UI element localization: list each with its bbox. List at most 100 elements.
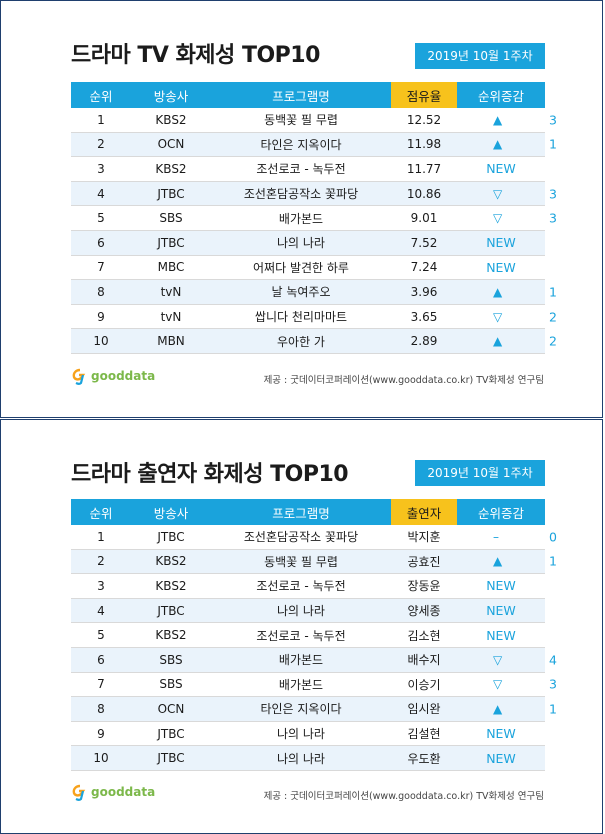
source-credit: 제공 : 굿데이터코퍼레이션(www.gooddata.co.kr) TV화제성… bbox=[263, 375, 544, 386]
rank-change-cell: ▽ 4 bbox=[457, 647, 557, 673]
share-cell: 7.24 bbox=[391, 255, 457, 281]
program-cell: 타인은 지옥이다 bbox=[211, 696, 391, 722]
rank-change-value: 2 bbox=[549, 309, 557, 325]
program-cell: 조선로코 - 녹두전 bbox=[211, 622, 391, 648]
down-triangle-icon: ▽ bbox=[493, 652, 503, 667]
program-cell: 나의 나라 bbox=[211, 721, 391, 747]
channel-cell: JTBC bbox=[131, 181, 211, 207]
channel-cell: tvN bbox=[131, 279, 211, 305]
program-cell: 조선로코 - 녹두전 bbox=[211, 573, 391, 599]
rank-change-value: 1 bbox=[549, 136, 557, 152]
rank-cell: 2 bbox=[71, 132, 131, 158]
table-row: 9 tvN 쌉니다 천리마마트 3.65 ▽ 2 bbox=[71, 304, 557, 330]
table-row: 6 SBS 배가본드 배수지 ▽ 4 bbox=[71, 647, 557, 673]
rank-cell: 6 bbox=[71, 230, 131, 256]
rank-change-cell: NEW bbox=[457, 255, 545, 281]
rank-change-cell: ▽ 3 bbox=[457, 672, 557, 698]
share-cell: 12.52 bbox=[391, 108, 457, 133]
rank-change-cell: ▲ 1 bbox=[457, 549, 557, 575]
program-cell: 배가본드 bbox=[211, 205, 391, 231]
actor-cell: 장동윤 bbox=[391, 573, 457, 599]
rank-change-cell: NEW bbox=[457, 745, 545, 771]
share-cell: 11.77 bbox=[391, 156, 457, 182]
rank-change-cell: ▲ 1 bbox=[457, 132, 557, 158]
share-cell: 3.96 bbox=[391, 279, 457, 305]
rank-change-cell: NEW bbox=[457, 573, 545, 599]
rank-change-cell: ▲ 1 bbox=[457, 696, 557, 722]
table-row: 4 JTBC 조선혼담공작소 꽃파당 10.86 ▽ 3 bbox=[71, 181, 557, 207]
table-row: 5 KBS2 조선로코 - 녹두전 김소현 NEW bbox=[71, 622, 545, 648]
rank-change-cell: NEW bbox=[457, 721, 545, 747]
rank-cell: 7 bbox=[71, 255, 131, 281]
rank-cell: 7 bbox=[71, 672, 131, 698]
table-row: 7 MBC 어쩌다 발견한 하루 7.24 NEW bbox=[71, 255, 545, 281]
table-row: 3 KBS2 조선로코 - 녹두전 장동윤 NEW bbox=[71, 573, 545, 599]
logo-text: gooddata bbox=[91, 369, 156, 383]
share-cell: 3.65 bbox=[391, 304, 457, 330]
program-cell: 나의 나라 bbox=[211, 230, 391, 256]
header-rank-change: 순위증감 bbox=[457, 82, 545, 108]
down-triangle-icon: ▽ bbox=[493, 309, 503, 324]
channel-cell: MBN bbox=[131, 328, 211, 354]
rank-cell: 9 bbox=[71, 304, 131, 330]
rank-cell: 3 bbox=[71, 573, 131, 599]
channel-cell: OCN bbox=[131, 696, 211, 722]
rank-change-value: 3 bbox=[549, 210, 557, 226]
table-row: 10 JTBC 나의 나라 우도환 NEW bbox=[71, 745, 545, 771]
source-credit: 제공 : 굿데이터코퍼레이션(www.gooddata.co.kr) TV화제성… bbox=[263, 791, 544, 802]
table-row: 10 MBN 우아한 가 2.89 ▲ 2 bbox=[71, 328, 557, 354]
down-triangle-icon: ▽ bbox=[493, 186, 503, 201]
down-triangle-icon: ▽ bbox=[493, 677, 503, 692]
rank-change-cell: ▲ 3 bbox=[457, 108, 557, 133]
program-cell: 배가본드 bbox=[211, 672, 391, 698]
actor-cell: 배수지 bbox=[391, 647, 457, 673]
actor-cell: 양세종 bbox=[391, 598, 457, 624]
actor-cell: 임시완 bbox=[391, 696, 457, 722]
rank-cell: 8 bbox=[71, 279, 131, 305]
up-triangle-icon: ▲ bbox=[493, 137, 503, 152]
channel-cell: SBS bbox=[131, 205, 211, 231]
header-rank: 순위 bbox=[71, 499, 131, 525]
table-row: 2 OCN 타인은 지옥이다 11.98 ▲ 1 bbox=[71, 132, 557, 158]
up-triangle-icon: ▲ bbox=[493, 112, 503, 127]
share-cell: 9.01 bbox=[391, 205, 457, 231]
channel-cell: MBC bbox=[131, 255, 211, 281]
rank-change-value: 2 bbox=[549, 333, 557, 349]
rank-change-value: 3 bbox=[549, 112, 557, 128]
rank-change-value: 3 bbox=[549, 186, 557, 202]
up-triangle-icon: ▲ bbox=[493, 554, 503, 569]
table-row: 4 JTBC 나의 나라 양세종 NEW bbox=[71, 598, 545, 624]
header-rank: 순위 bbox=[71, 82, 131, 108]
rank-cell: 3 bbox=[71, 156, 131, 182]
channel-cell: JTBC bbox=[131, 721, 211, 747]
program-cell: 어쩌다 발견한 하루 bbox=[211, 255, 391, 281]
panel-title: 드라마 TV 화제성 TOP10 bbox=[71, 43, 320, 68]
up-triangle-icon: ▲ bbox=[493, 284, 503, 299]
header-channel: 방송사 bbox=[131, 82, 211, 108]
rank-change-cell: ▲ 1 bbox=[457, 279, 557, 305]
panel-tv-buzz: 드라마 TV 화제성 TOP10 2019년 10월 1주차 순위 방송사 프로… bbox=[0, 0, 603, 418]
program-cell: 조선혼담공작소 꽃파당 bbox=[211, 181, 391, 207]
gooddata-logo-icon bbox=[72, 784, 86, 801]
channel-cell: JTBC bbox=[131, 230, 211, 256]
header-rank-change: 순위증감 bbox=[457, 499, 545, 525]
program-cell: 조선로코 - 녹두전 bbox=[211, 156, 391, 182]
rank-change-value: 0 bbox=[549, 529, 557, 545]
rank-cell: 9 bbox=[71, 721, 131, 747]
actor-cell: 공효진 bbox=[391, 549, 457, 575]
rank-cell: 1 bbox=[71, 525, 131, 550]
new-entry-label: NEW bbox=[486, 726, 516, 742]
rank-change-cell: ▽ 2 bbox=[457, 304, 557, 330]
gooddata-logo: gooddata bbox=[71, 783, 155, 801]
program-cell: 날 녹여주오 bbox=[211, 279, 391, 305]
rank-change-value: 3 bbox=[549, 676, 557, 692]
header-actor: 출연자 bbox=[391, 499, 457, 525]
share-cell: 7.52 bbox=[391, 230, 457, 256]
channel-cell: KBS2 bbox=[131, 622, 211, 648]
program-cell: 동백꽃 필 무렵 bbox=[211, 549, 391, 575]
table-row: 8 tvN 날 녹여주오 3.96 ▲ 1 bbox=[71, 279, 557, 305]
rank-change-value: 1 bbox=[549, 284, 557, 300]
date-badge: 2019년 10월 1주차 bbox=[415, 460, 545, 486]
new-entry-label: NEW bbox=[486, 750, 516, 766]
ranking-table: 순위 방송사 프로그램명 점유율 순위증감 1 KBS2 동백꽃 필 무렵 12.52… bbox=[71, 82, 557, 354]
